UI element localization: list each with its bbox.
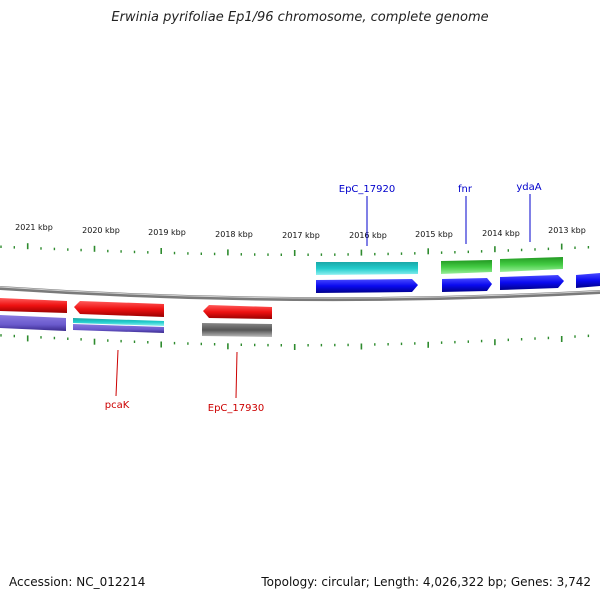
gene-arrow-blue[interactable]	[500, 275, 564, 290]
gene-arrow-blue[interactable]	[576, 273, 600, 288]
gene-label-epc17920[interactable]: EpC_17920	[339, 184, 395, 195]
scale-label: 2017 kbp	[282, 231, 320, 240]
genome-backbone	[0, 286, 600, 302]
genome-summary: Topology: circular; Length: 4,026,322 bp…	[261, 575, 591, 589]
gene-arrow-blue[interactable]	[442, 278, 492, 292]
gene-feature-purple[interactable]	[0, 315, 66, 331]
gene-feature-cyan[interactable]	[316, 262, 418, 275]
gene-feature-gray[interactable]	[202, 323, 272, 337]
scale-label: 2020 kbp	[82, 226, 120, 235]
gene-label-epc17930[interactable]: EpC_17930	[208, 403, 264, 414]
gene-arrow-red[interactable]	[0, 298, 67, 313]
forward-strand-features	[316, 257, 600, 293]
bottom-scale-ticks	[0, 334, 590, 350]
scale-labels: 2021 kbp 2020 kbp 2019 kbp 2018 kbp 2017…	[15, 223, 586, 240]
scale-label: 2016 kbp	[349, 231, 387, 240]
scale-label: 2014 kbp	[482, 229, 520, 238]
genome-backbone-highlight	[0, 286, 600, 299]
scale-label: 2015 kbp	[415, 230, 453, 239]
gene-feature-green[interactable]	[441, 260, 492, 274]
scale-label: 2013 kbp	[548, 226, 586, 235]
gene-labels: EpC_17920 fnr ydaA pcaK EpC_17930	[105, 182, 542, 414]
gene-arrow-blue[interactable]	[316, 279, 418, 293]
gene-label-fnr[interactable]: fnr	[458, 184, 473, 195]
gene-label-ydaa[interactable]: ydaA	[516, 182, 541, 193]
reverse-strand-features	[0, 298, 272, 337]
top-scale-ticks	[0, 243, 590, 256]
gene-label-leaders	[115, 194, 531, 399]
map-title: Erwinia pyrifoliae Ep1/96 chromosome, co…	[111, 10, 489, 25]
gene-arrow-red[interactable]	[203, 305, 272, 319]
scale-label: 2019 kbp	[148, 228, 186, 237]
scale-label: 2018 kbp	[215, 230, 253, 239]
gene-feature-cyan[interactable]	[73, 318, 164, 326]
scale-label: 2021 kbp	[15, 223, 53, 232]
leader-line	[235, 351, 238, 399]
gene-feature-purple[interactable]	[73, 324, 164, 333]
leader-line	[115, 349, 119, 397]
accession-label: Accession: NC_012214	[9, 575, 146, 589]
gene-arrow-red[interactable]	[74, 301, 164, 317]
gene-label-pcak[interactable]: pcaK	[105, 400, 130, 411]
gene-feature-green[interactable]	[500, 257, 563, 272]
